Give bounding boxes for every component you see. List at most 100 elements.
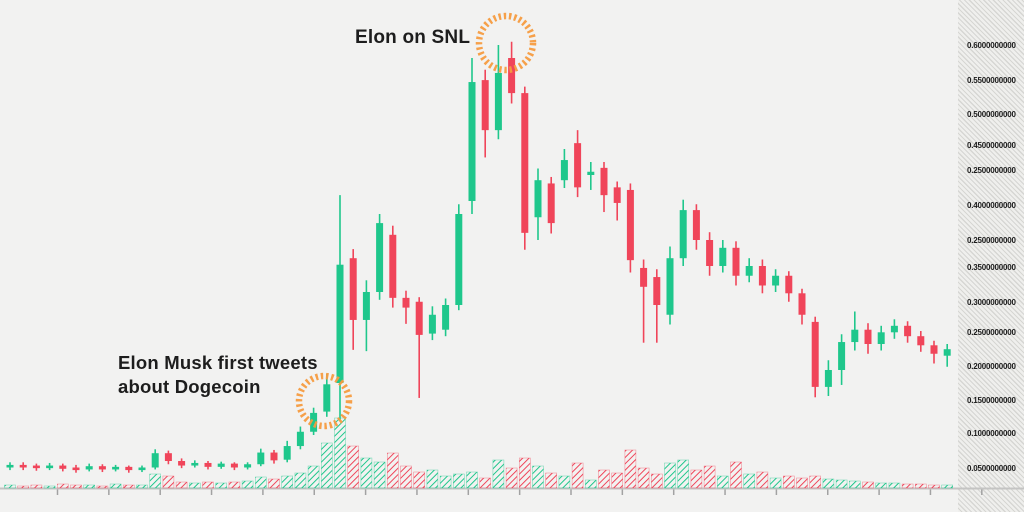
- volume-bar: [914, 483, 927, 489]
- candle-body: [745, 266, 753, 276]
- annotation-first-tweet-line2: about Dogecoin: [118, 376, 261, 397]
- volume-bar: [809, 475, 822, 489]
- volume-bar: [611, 472, 624, 489]
- volume-bar: [545, 472, 558, 489]
- volume-bar: [202, 481, 214, 489]
- volume-bar: [928, 484, 940, 489]
- candle-body: [666, 258, 674, 315]
- candle-body: [772, 275, 780, 286]
- candle-body: [98, 466, 106, 470]
- candle-body: [336, 264, 344, 383]
- volume-bar: [360, 457, 373, 489]
- y-axis-hatched-band: [958, 0, 1024, 512]
- candle-body: [930, 345, 938, 354]
- volume-bar: [83, 484, 95, 489]
- candle-body: [600, 167, 608, 196]
- candle-body: [85, 466, 93, 470]
- candle-body: [785, 275, 793, 294]
- volume-bar: [30, 484, 43, 489]
- candle-body: [349, 258, 357, 320]
- candle-body: [706, 240, 714, 266]
- volume-bar: [175, 481, 188, 489]
- candle-body: [257, 452, 265, 465]
- candle-body: [138, 467, 146, 471]
- volume-bar: [307, 465, 320, 489]
- candle-body: [217, 463, 225, 467]
- volume-bar: [123, 484, 135, 489]
- volume-bar: [848, 480, 861, 489]
- volume-bar: [439, 475, 452, 489]
- volume-bar: [743, 473, 756, 489]
- volume-bar: [400, 465, 412, 489]
- volume-bar: [96, 485, 109, 489]
- candle-body: [481, 80, 489, 131]
- volume-bar: [624, 449, 637, 489]
- candle-body: [46, 465, 54, 469]
- volume-bar: [189, 482, 201, 489]
- candle-body: [851, 329, 859, 343]
- volume-bar: [901, 483, 914, 489]
- volume-bar: [228, 481, 241, 489]
- candle-body: [838, 342, 846, 370]
- candle-body: [626, 189, 634, 261]
- volume-bar: [334, 417, 346, 489]
- candle-body: [244, 464, 252, 468]
- candle-body: [270, 452, 278, 461]
- candle-body: [19, 464, 27, 468]
- candle-body: [125, 466, 133, 471]
- candle-body: [560, 160, 568, 181]
- volume-bar: [466, 471, 478, 489]
- volume-bar: [690, 469, 703, 489]
- annotation-circle-snl: [475, 12, 537, 74]
- candle-body: [494, 72, 502, 131]
- candle-body: [6, 464, 14, 468]
- volume-bar: [558, 475, 571, 489]
- annotation-first-tweet-line1: Elon Musk first tweets: [118, 352, 318, 373]
- volume-bar: [835, 479, 848, 489]
- volume-bar: [505, 467, 518, 489]
- volume-bar: [255, 476, 267, 489]
- candle-body: [587, 171, 595, 175]
- volume-bar: [136, 484, 148, 489]
- volume-bar: [888, 482, 901, 489]
- candle-body: [402, 297, 410, 308]
- candle-body: [732, 247, 740, 276]
- volume-bar: [320, 442, 333, 489]
- candle-body: [640, 267, 648, 287]
- volume-bar: [4, 484, 16, 489]
- candle-body: [534, 180, 542, 218]
- volume-bar: [215, 482, 227, 489]
- candle-body: [468, 82, 476, 201]
- candle-body: [917, 336, 925, 346]
- candle-body: [204, 462, 212, 467]
- volume-bar: [347, 445, 360, 489]
- volume-bar: [637, 467, 650, 489]
- candle-body: [442, 305, 450, 330]
- candle-body: [415, 301, 423, 335]
- volume-bar: [268, 478, 280, 489]
- candle-body: [164, 453, 172, 461]
- volume-bar: [373, 461, 386, 489]
- candle-body: [296, 431, 304, 447]
- candle-body: [811, 321, 819, 387]
- volume-bar: [518, 457, 531, 489]
- candle-body: [613, 187, 621, 203]
- volume-bar: [109, 483, 122, 489]
- candle-body: [692, 210, 700, 240]
- candle-body: [191, 462, 199, 466]
- candle-body: [547, 183, 555, 224]
- volume-bar: [149, 473, 161, 489]
- volume-bar: [782, 475, 795, 489]
- volume-bar: [479, 477, 492, 489]
- annotation-first-tweet: Elon Musk first tweets about Dogecoin: [118, 351, 318, 399]
- volume-bar: [584, 479, 597, 489]
- volume-bar: [294, 472, 307, 489]
- candle-body: [151, 453, 159, 468]
- candle-body: [178, 461, 186, 466]
- candle-body: [864, 329, 872, 344]
- candle-body: [679, 210, 687, 259]
- volume-bar: [532, 465, 544, 489]
- volume-bar: [769, 477, 782, 489]
